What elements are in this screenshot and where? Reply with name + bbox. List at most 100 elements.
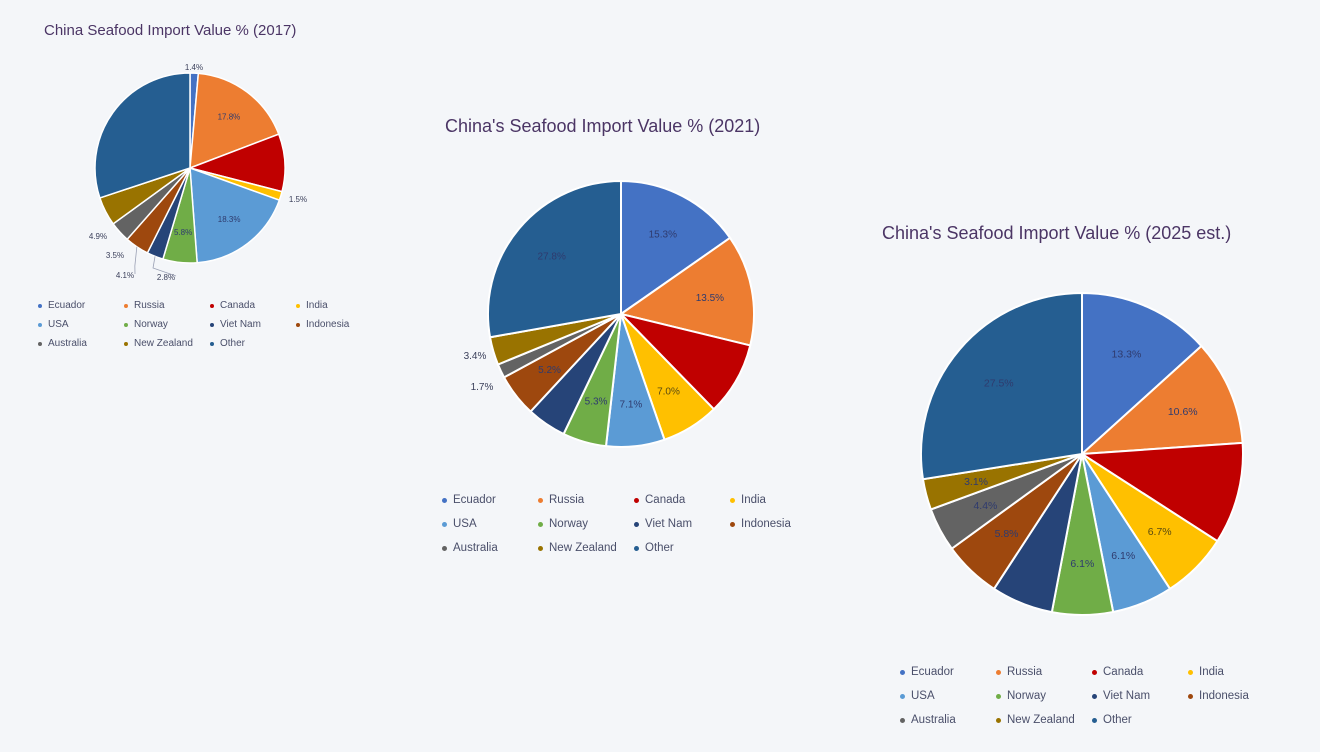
legend-item: Norway: [996, 690, 1086, 702]
data-label: 3.1%: [964, 476, 988, 488]
legend-label: Australia: [911, 714, 956, 726]
pie-slice-ecuador: [620, 179, 732, 316]
pie-slice-usa: [189, 166, 281, 264]
legend-item: New Zealand: [996, 714, 1086, 726]
legend-swatch: [996, 669, 1001, 675]
pie-slice-russia: [618, 236, 755, 347]
legend-swatch: [442, 521, 447, 527]
data-label: 13.5%: [696, 293, 724, 304]
chart-legend: Ecuador Russia Canada India USA Norway Viet Na…: [900, 666, 1278, 726]
legend-label: Indonesia: [741, 518, 791, 530]
data-label: 1.4%: [185, 63, 203, 72]
legend-swatch: [1092, 669, 1097, 675]
legend-item: Ecuador: [442, 494, 532, 506]
legend-swatch: [210, 341, 214, 346]
legend-label: New Zealand: [549, 542, 617, 554]
legend-label: India: [306, 300, 328, 311]
legend-swatch: [730, 521, 735, 527]
legend-item: New Zealand: [124, 338, 204, 349]
legend-swatch: [442, 497, 447, 503]
data-label: 1.7%: [471, 382, 494, 393]
data-label: 4.9%: [89, 232, 107, 241]
legend-item: Norway: [538, 518, 628, 530]
legend-item: New Zealand: [538, 542, 628, 554]
data-label: 6.1%: [1070, 558, 1094, 570]
legend-label: Ecuador: [48, 300, 86, 311]
legend-swatch: [730, 497, 735, 503]
legend-label: Viet Nam: [645, 518, 693, 530]
legend-swatch: [538, 521, 543, 527]
legend-label: Viet Nam: [220, 319, 261, 330]
legend-swatch: [1188, 669, 1193, 675]
legend-item: Other: [634, 542, 724, 554]
data-label: 5.2%: [538, 365, 561, 376]
leader-line: [134, 246, 138, 275]
data-label: 10.6%: [1168, 406, 1198, 418]
legend-label: Viet Nam: [1103, 690, 1151, 702]
legend-swatch: [1092, 693, 1097, 699]
pie-slice-russia: [189, 72, 280, 170]
legend-label: New Zealand: [134, 338, 193, 349]
legend-label: Ecuador: [453, 494, 496, 506]
legend-swatch: [900, 669, 905, 675]
legend-swatch: [1188, 693, 1193, 699]
legend-swatch: [38, 341, 42, 346]
pie-chart-2017: China Seafood Import Value % (2017) 1.4%…: [0, 0, 420, 380]
data-label: 5.3%: [585, 396, 608, 407]
legend-swatch: [900, 717, 905, 723]
legend-swatch: [38, 303, 42, 308]
legend-swatch: [634, 545, 639, 551]
pie-plot: 13.3% 10.6% 6.7% 6.1% 6.1% 5.8% 4.4% 3.1% 27.5%: [920, 291, 1244, 616]
legend-swatch: [124, 303, 128, 308]
pie-slice-russia: [1079, 344, 1244, 456]
legend-label: Norway: [1007, 690, 1046, 702]
legend-item: Viet Nam: [1092, 690, 1182, 702]
legend-label: Indonesia: [1199, 690, 1249, 702]
data-label: 6.1%: [1111, 550, 1135, 562]
data-label: 15.3%: [649, 229, 677, 240]
legend-item: Indonesia: [296, 319, 376, 330]
data-label: 7.1%: [620, 399, 643, 410]
data-label: 13.3%: [1112, 349, 1142, 361]
data-label: 3.5%: [106, 251, 124, 260]
legend-label: India: [1199, 666, 1224, 678]
legend-swatch: [996, 717, 1001, 723]
legend-item: Indonesia: [1188, 690, 1278, 702]
data-label: 5.8%: [995, 528, 1019, 540]
legend-swatch: [634, 521, 639, 527]
legend-item: Viet Nam: [210, 319, 290, 330]
legend-swatch: [442, 545, 447, 551]
legend-label: Australia: [453, 542, 498, 554]
legend-item: Viet Nam: [634, 518, 724, 530]
data-label: 6.7%: [1148, 526, 1172, 538]
chart-title: China Seafood Import Value % (2017): [44, 22, 297, 39]
legend-item: Russia: [124, 300, 204, 311]
legend-item: India: [730, 494, 820, 506]
chart-legend: Ecuador Russia Canada India USA Norway Viet Na…: [38, 300, 376, 349]
legend-item: Canada: [210, 300, 290, 311]
legend-swatch: [296, 322, 300, 327]
legend-item: USA: [442, 518, 532, 530]
legend-item: Other: [210, 338, 290, 349]
legend-item: Other: [1092, 714, 1182, 726]
data-label: 27.5%: [984, 378, 1014, 390]
legend-label: Norway: [134, 319, 168, 330]
data-label: 4.4%: [973, 500, 997, 512]
legend-label: India: [741, 494, 766, 506]
legend-label: USA: [911, 690, 935, 702]
legend-label: Russia: [1007, 666, 1043, 678]
pie-slice-other: [920, 291, 1083, 481]
data-label: 17.8%: [218, 112, 241, 121]
chart-title: China's Seafood Import Value % (2021): [445, 116, 761, 136]
legend-swatch: [900, 693, 905, 699]
legend-item: Canada: [1092, 666, 1182, 678]
legend-label: New Zealand: [1007, 714, 1075, 726]
legend-item: Russia: [538, 494, 628, 506]
legend-swatch: [996, 693, 1001, 699]
legend-label: Russia: [134, 300, 165, 311]
legend-swatch: [124, 322, 128, 327]
legend-label: Australia: [48, 338, 87, 349]
data-label: 2.8%: [157, 273, 175, 282]
data-label: 18.3%: [218, 215, 241, 224]
